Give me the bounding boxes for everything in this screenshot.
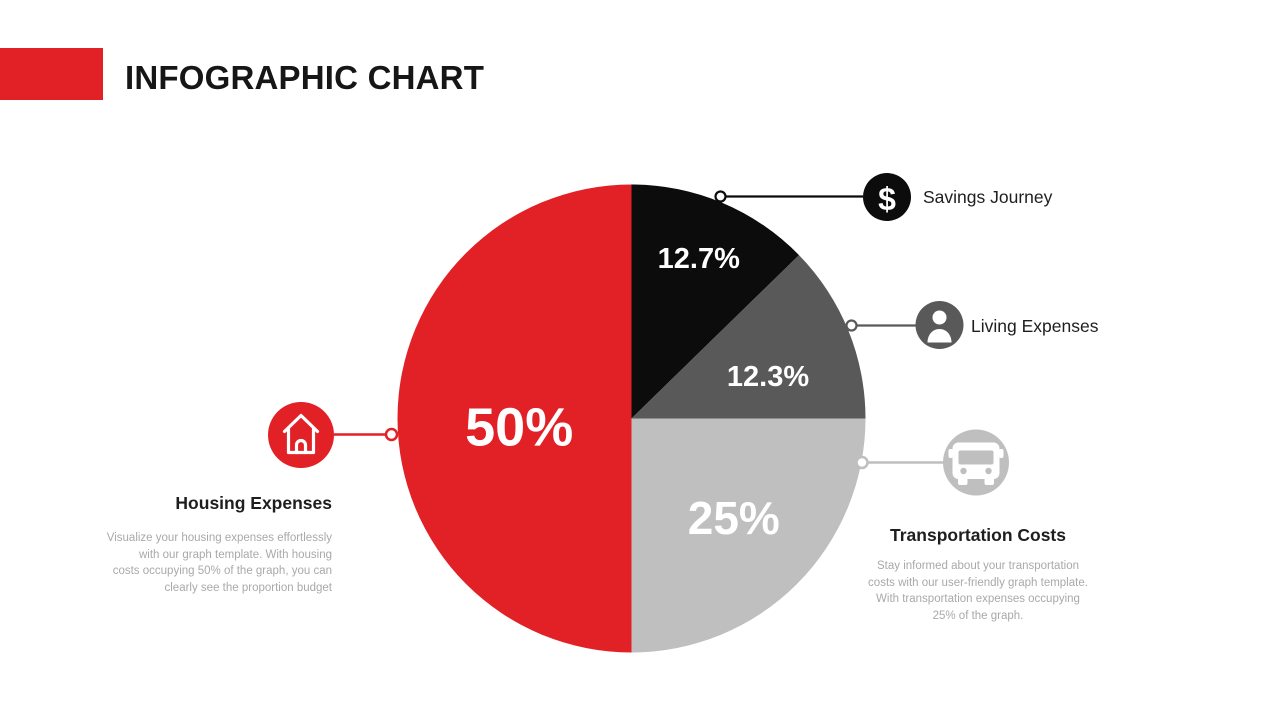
savings-callout-connector: $ <box>714 173 911 221</box>
savings-anchor-dot <box>714 190 727 203</box>
home-icon <box>282 413 320 455</box>
housing-callout-connector <box>268 402 399 468</box>
pie-value-label-savings-journey: 12.7% <box>658 243 740 275</box>
pie-value-label-transportation-costs: 25% <box>688 492 780 544</box>
transportation-costs-title: Transportation Costs <box>890 525 1066 545</box>
person-icon <box>927 310 952 343</box>
housing-expenses-description: Visualize your housing expenses effortle… <box>106 532 332 594</box>
housing-expenses-title: Housing Expenses <box>175 493 332 513</box>
pie-slice-savings-journey <box>631 184 800 419</box>
pie-value-label-housing-expenses: 50% <box>465 398 573 458</box>
living-callout-connector <box>845 301 964 349</box>
page-title: INFOGRAPHIC CHART <box>125 59 485 96</box>
pie-slice-living-expenses <box>631 255 866 419</box>
dollar-icon: $ <box>878 181 896 217</box>
living-expenses-label: Living Expenses <box>971 316 1099 336</box>
header-accent-block <box>0 48 103 100</box>
housing-icon-badge <box>268 402 334 468</box>
pie-slice-transportation-costs <box>631 418 866 653</box>
transportation-anchor-dot <box>855 455 869 470</box>
transportation-costs-description: Stay informed about your transportation c… <box>868 560 1088 622</box>
savings-icon-badge <box>863 173 911 221</box>
transportation-callout-connector <box>855 429 1009 496</box>
pie-slice-housing-expenses <box>397 184 632 653</box>
pie-value-label-living-expenses: 12.3% <box>727 361 809 393</box>
pie-slices-group: 12.7% 12.3% 25% 50% <box>397 184 866 653</box>
bus-icon <box>948 442 1004 485</box>
living-anchor-dot <box>845 319 858 332</box>
savings-journey-label: Savings Journey <box>923 187 1053 207</box>
living-icon-badge <box>915 301 964 349</box>
housing-anchor-dot <box>384 427 399 442</box>
